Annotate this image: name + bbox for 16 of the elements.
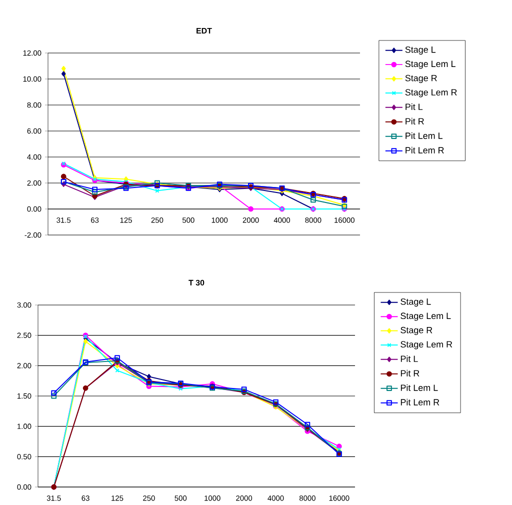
legend-label: Pit R [406,118,424,124]
legend-label: Stage Lem R [405,89,457,98]
legend-label: Stage Lem L [400,312,451,321]
legend-label: Stage R [400,326,432,336]
legend-label: Stage L [400,298,431,307]
legend-label: Stage R [405,74,437,84]
legend-label: Pit Lem L [400,384,438,391]
legend-label: Pit Lem R [400,398,440,406]
legend-label: Stage Lem R [400,341,452,350]
legend-label: Stage Lem L [405,60,456,69]
legend-label: Pit R [400,370,420,376]
legend-label: Pit Lem R [406,146,444,154]
legend-label: Pit L [400,355,418,362]
legend-label: Pit L [406,103,423,110]
legend-label: Stage L [405,46,436,55]
legend-label: Pit Lem L [406,132,442,139]
